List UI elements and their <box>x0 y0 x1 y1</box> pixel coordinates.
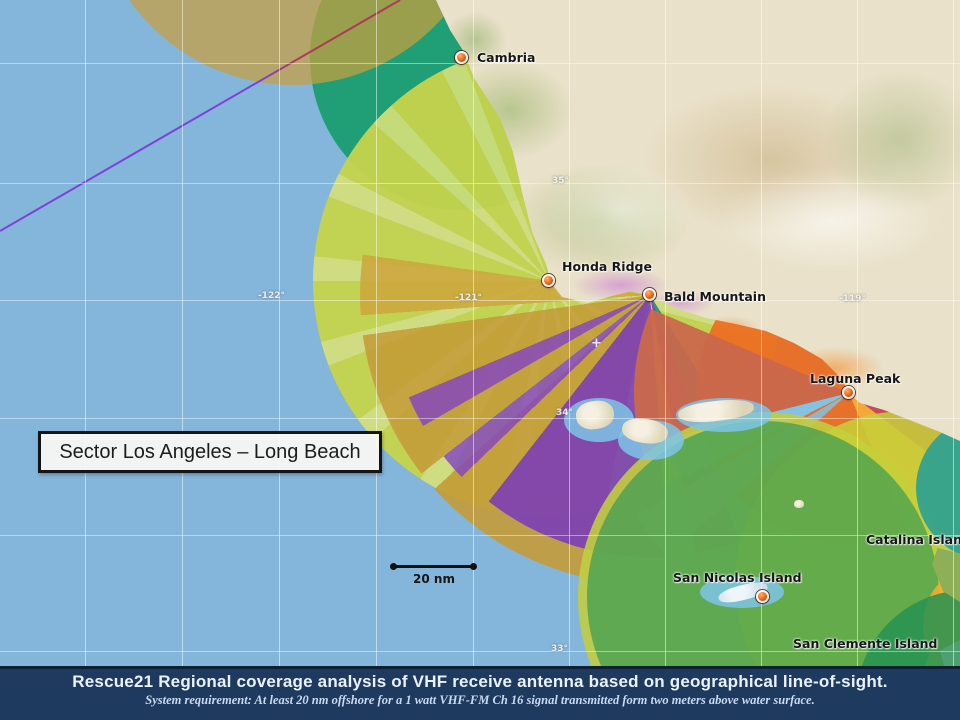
gridline-vertical <box>376 0 377 666</box>
graticule-label-lon119: -119° <box>839 294 867 304</box>
sector-label-text: Sector Los Angeles – Long Beach <box>59 440 361 463</box>
sector-label-box: Sector Los Angeles – Long Beach <box>38 431 382 473</box>
mainland <box>436 0 960 441</box>
gridline-vertical <box>279 0 280 666</box>
gridline-vertical <box>857 0 858 666</box>
scale-bar <box>393 565 474 568</box>
gridline-horizontal <box>0 651 960 652</box>
gridline-horizontal <box>0 418 960 419</box>
site-marker-bald-mountain <box>643 288 656 301</box>
caption-bar: Rescue21 Regional coverage analysis of V… <box>0 666 960 720</box>
site-marker-san-nicolas <box>756 590 769 603</box>
graticule-label-lon122: -122° <box>258 291 286 301</box>
terrain-texture <box>520 150 720 270</box>
gridline-vertical <box>953 0 954 666</box>
graticule-label-lat33: 33° <box>551 644 569 654</box>
site-marker-cambria <box>455 51 468 64</box>
graticule-label-lat34: 34° <box>556 408 574 418</box>
gridline-vertical <box>569 0 570 666</box>
site-label-san-nicolas: San Nicolas Island <box>673 570 802 585</box>
scale-bar-end-dot <box>470 563 477 570</box>
scale-bar-label: 20 nm <box>413 572 455 586</box>
site-marker-honda-ridge <box>542 274 555 287</box>
gridline-vertical <box>665 0 666 666</box>
graticule-label-lon121: -121° <box>455 293 483 303</box>
gridline-vertical <box>761 0 762 666</box>
caption-title: Rescue21 Regional coverage analysis of V… <box>72 672 888 691</box>
site-label-laguna-peak: Laguna Peak <box>810 371 901 386</box>
caption-subtitle: System requirement: At least 20 nm offsh… <box>145 693 815 707</box>
gridline-horizontal <box>0 63 960 64</box>
site-label-honda-ridge: Honda Ridge <box>562 259 652 274</box>
site-label-bald-mountain: Bald Mountain <box>664 289 766 304</box>
gridline-vertical <box>85 0 86 666</box>
graticule-label-lat35: 35° <box>552 176 570 186</box>
scale-bar-end-dot <box>390 563 397 570</box>
gridline-vertical <box>473 0 474 666</box>
gridline-horizontal <box>0 183 960 184</box>
map-canvas: -122° -121° -119° 35° 34° 33° + Cambria … <box>0 0 960 666</box>
crosshair-mark: + <box>591 336 602 351</box>
gridline-horizontal <box>0 300 960 301</box>
terrain-texture <box>680 150 960 290</box>
island-label-catalina: Catalina Island <box>866 532 960 547</box>
terrain-texture <box>790 40 960 240</box>
site-marker-laguna-peak <box>842 386 855 399</box>
gridline-vertical <box>182 0 183 666</box>
site-label-cambria: Cambria <box>477 50 536 65</box>
island-label-san-clemente: San Clemente Island <box>793 636 938 651</box>
gridline-horizontal <box>0 535 960 536</box>
island-santa-barbara <box>794 500 804 508</box>
